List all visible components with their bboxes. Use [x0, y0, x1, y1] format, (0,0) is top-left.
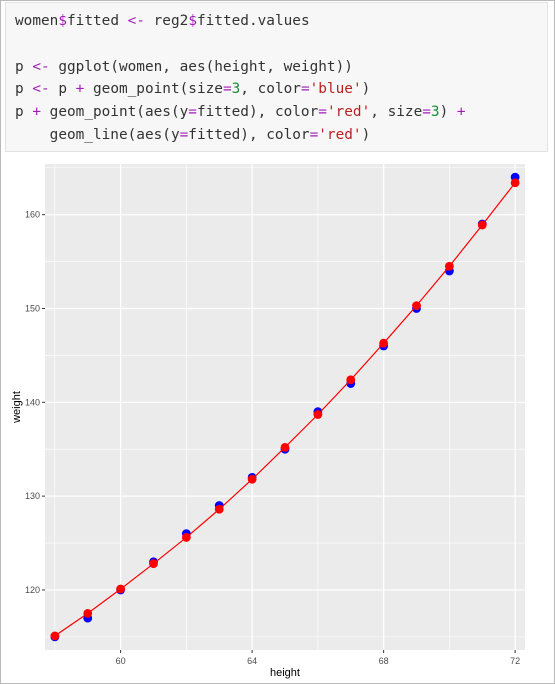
code-token: = [309, 127, 319, 143]
x-tick-label: 68 [379, 656, 389, 666]
code-token: , color [240, 81, 301, 97]
tick-labels: 60 64 68 72 120 130 140 150 160 [25, 210, 520, 666]
fitted-point [181, 533, 191, 542]
code-line: p <- ggplot(women, aes(height, weight)) [15, 58, 353, 76]
code-line: women$fitted <- reg2$fitted.values [15, 12, 310, 30]
code-token: 'red' [326, 104, 371, 120]
code-token: p [15, 81, 33, 97]
code-token: 'red' [318, 127, 362, 143]
code-token: = [300, 81, 310, 97]
x-tick-label: 64 [247, 656, 257, 666]
code-token: fitted), color [196, 104, 319, 120]
fitted-point [214, 504, 224, 514]
y-tick-label: 160 [25, 210, 40, 220]
code-token: p [15, 59, 33, 75]
code-token: geom_line(aes(y [15, 127, 180, 143]
code-token: geom_point(size [84, 81, 223, 97]
code-token: = [188, 104, 197, 120]
axis-ticks [42, 214, 516, 653]
code-token: + [75, 81, 85, 97]
major-gridlines [45, 164, 525, 650]
code-token: reg2 [144, 13, 189, 29]
code-token: women [15, 13, 59, 29]
fitted-point [247, 474, 257, 484]
x-tick-label: 72 [510, 656, 520, 666]
code-token: geom_point(aes(y [41, 104, 189, 120]
fitted-point [412, 301, 421, 311]
code-block: women$fitted <- reg2$fitted.values p <- g… [5, 2, 548, 152]
code-token: <- [32, 59, 50, 75]
chart-svg: 60 64 68 72 120 130 140 150 160 height weight [11, 164, 525, 679]
fitted-point [510, 178, 520, 188]
code-token: , size [370, 104, 423, 120]
fitted-point [50, 631, 60, 641]
code-token: + [456, 104, 466, 120]
y-tick-label: 140 [25, 397, 40, 407]
y-tick-label: 130 [25, 491, 40, 501]
fitted-point [149, 559, 158, 569]
y-tick-label: 150 [25, 303, 40, 313]
code-line: p <- p + geom_point(size=3, color='blue'… [15, 80, 370, 98]
x-axis-label: height [270, 667, 300, 679]
plot-panel [45, 164, 525, 650]
fitted-point [116, 584, 126, 594]
x-tick-label: 60 [116, 656, 126, 666]
fitted-point [379, 338, 389, 348]
code-token: fitted), color [188, 127, 310, 143]
fitted-series [50, 178, 520, 641]
fitted-point [444, 261, 454, 271]
fitted-point [280, 442, 290, 452]
code-token: ) [361, 127, 371, 143]
code-token: 3 [430, 104, 440, 120]
code-token: = [179, 127, 189, 143]
fitted-point [313, 410, 323, 419]
code-token: <- [32, 81, 50, 97]
code-token: 'blue' [309, 81, 362, 97]
code-token: = [422, 104, 431, 120]
code-line: geom_line(aes(y=fitted), color='red') [15, 126, 371, 144]
code-token: fitted [67, 13, 128, 29]
code-token: <- [127, 13, 145, 29]
code-token: p [49, 81, 76, 97]
code-token: fitted.values [196, 13, 310, 29]
fitted-point [83, 609, 93, 618]
series-layer [50, 172, 520, 642]
code-token: $ [58, 13, 67, 29]
code-line: p + geom_point(aes(y=fitted), color='red… [15, 103, 466, 121]
y-axis-label: weight [11, 391, 23, 424]
code-token: = [222, 81, 232, 97]
code-token: ) [439, 104, 457, 120]
code-token: = [318, 104, 327, 120]
chart: 60 64 68 72 120 130 140 150 160 height weight [6, 156, 550, 682]
code-token: $ [188, 13, 197, 29]
fitted-point [477, 220, 487, 230]
code-token: ggplot(women, aes(height, weight)) [49, 59, 353, 75]
code-token: 3 [231, 81, 241, 97]
fitted-point [346, 375, 356, 385]
code-token: + [32, 104, 41, 120]
code-token: p [15, 104, 33, 120]
code-token: ) [361, 81, 371, 97]
y-tick-label: 120 [25, 585, 40, 595]
